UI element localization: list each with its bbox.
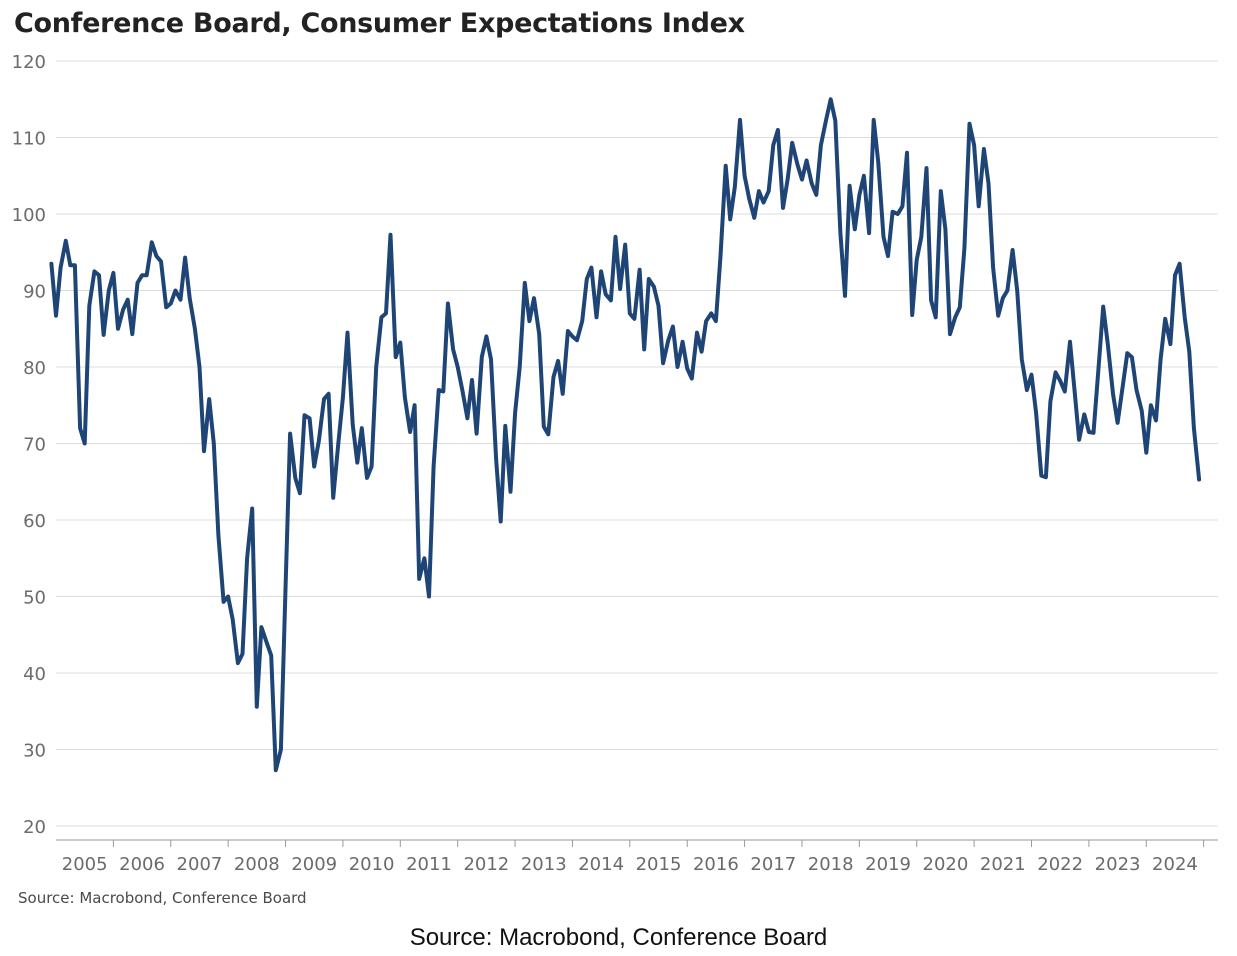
y-tick-label: 90	[23, 282, 46, 303]
y-tick-label: 80	[23, 358, 46, 379]
x-tick-label: 2013	[521, 854, 567, 875]
x-tick-label: 2019	[865, 854, 911, 875]
x-axis-ticks: 2005 2006 2007 2008 2009 2010 2011 2012 2013 2014…	[62, 840, 1205, 875]
x-tick-label: 2015	[636, 854, 682, 875]
x-tick-label: 2009	[291, 854, 337, 875]
source-note: Source: Macrobond, Conference Board	[18, 889, 307, 907]
x-tick-label: 2007	[177, 854, 223, 875]
y-tick-label: 120	[12, 52, 46, 73]
x-tick-label: 2016	[693, 854, 739, 875]
x-tick-label: 2005	[62, 854, 108, 875]
x-tick-label: 2014	[578, 854, 624, 875]
y-tick-label: 60	[23, 511, 46, 532]
gridlines	[56, 60, 1218, 827]
y-tick-label: 70	[23, 435, 46, 456]
y-tick-label: 100	[12, 205, 46, 226]
series-layer	[49, 97, 1202, 773]
y-tick-label: 20	[23, 817, 46, 838]
y-tick-label: 110	[12, 129, 46, 150]
x-tick-label: 2006	[119, 854, 165, 875]
y-tick-label: 40	[23, 664, 46, 685]
y-tick-label: 50	[23, 588, 46, 609]
caption: Source: Macrobond, Conference Board	[409, 924, 828, 951]
x-tick-label: 2024	[1152, 854, 1198, 875]
x-tick-label: 2017	[750, 854, 796, 875]
x-tick-label: 2022	[1037, 854, 1083, 875]
x-tick-label: 2012	[463, 854, 509, 875]
y-axis-tick-labels: 20 30 40 50 60 70 80 90 100 110 120	[12, 52, 46, 838]
x-tick-label: 2023	[1095, 854, 1141, 875]
x-tick-label: 2018	[808, 854, 854, 875]
series-line	[49, 97, 1202, 773]
x-tick-label: 2011	[406, 854, 452, 875]
x-tick-label: 2021	[980, 854, 1026, 875]
y-tick-label: 30	[23, 741, 46, 762]
x-tick-label: 2010	[349, 854, 395, 875]
x-tick-label: 2020	[923, 854, 969, 875]
x-tick-label: 2008	[234, 854, 280, 875]
chart-title: Conference Board, Consumer Expectations …	[14, 8, 745, 39]
